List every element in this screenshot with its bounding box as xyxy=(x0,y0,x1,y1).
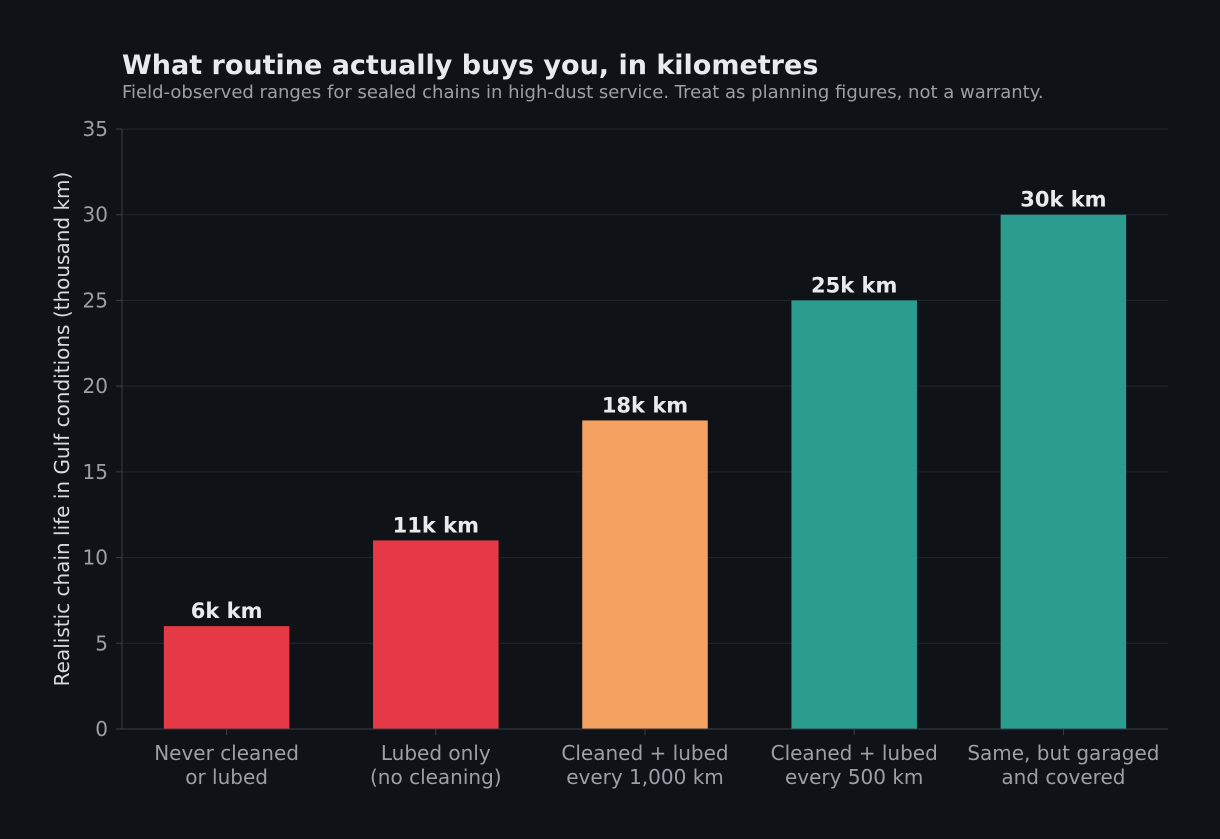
chart-title: What routine actually buys you, in kilom… xyxy=(122,50,818,81)
y-tick-label: 5 xyxy=(95,631,108,655)
x-tick-label: (no cleaning) xyxy=(370,765,502,789)
x-tick-label: Same, but garaged xyxy=(967,741,1159,765)
chart-subtitle: Field-observed ranges for sealed chains … xyxy=(122,82,1044,103)
y-tick-label: 15 xyxy=(83,460,108,484)
bars xyxy=(163,214,1127,729)
y-axis-label: Realistic chain life in Gulf conditions … xyxy=(50,172,74,687)
y-tick-label: 0 xyxy=(95,717,108,741)
x-tick-label: Never cleaned xyxy=(154,741,299,765)
bar xyxy=(373,540,499,729)
y-tick-label: 30 xyxy=(83,203,108,227)
bar-data-label: 11k km xyxy=(393,513,479,537)
labels: 6k km 11k km 18k km 25k km 30k km xyxy=(191,188,1107,623)
bar xyxy=(791,300,917,729)
x-tick-label: Cleaned + lubed xyxy=(561,741,728,765)
bar-data-label: 25k km xyxy=(811,273,897,297)
bar-data-label: 30k km xyxy=(1020,188,1106,212)
y-tick-label: 35 xyxy=(83,117,108,141)
y-tick-label: 25 xyxy=(83,288,108,312)
x-tick-label: every 500 km xyxy=(785,765,923,789)
bar xyxy=(582,420,708,729)
x-tick-label: every 1,000 km xyxy=(566,765,724,789)
x-tick-label: or lubed xyxy=(185,765,268,789)
x-tick-label: and covered xyxy=(1001,765,1125,789)
bar xyxy=(163,626,290,729)
bar-data-label: 6k km xyxy=(191,599,263,623)
bar xyxy=(1000,214,1127,729)
x-tick-label: Cleaned + lubed xyxy=(771,741,938,765)
bar-data-label: 18k km xyxy=(602,393,688,417)
y-tick-label: 20 xyxy=(83,374,108,398)
x-tick-label: Lubed only xyxy=(381,741,491,765)
y-tick-label: 10 xyxy=(83,546,108,570)
